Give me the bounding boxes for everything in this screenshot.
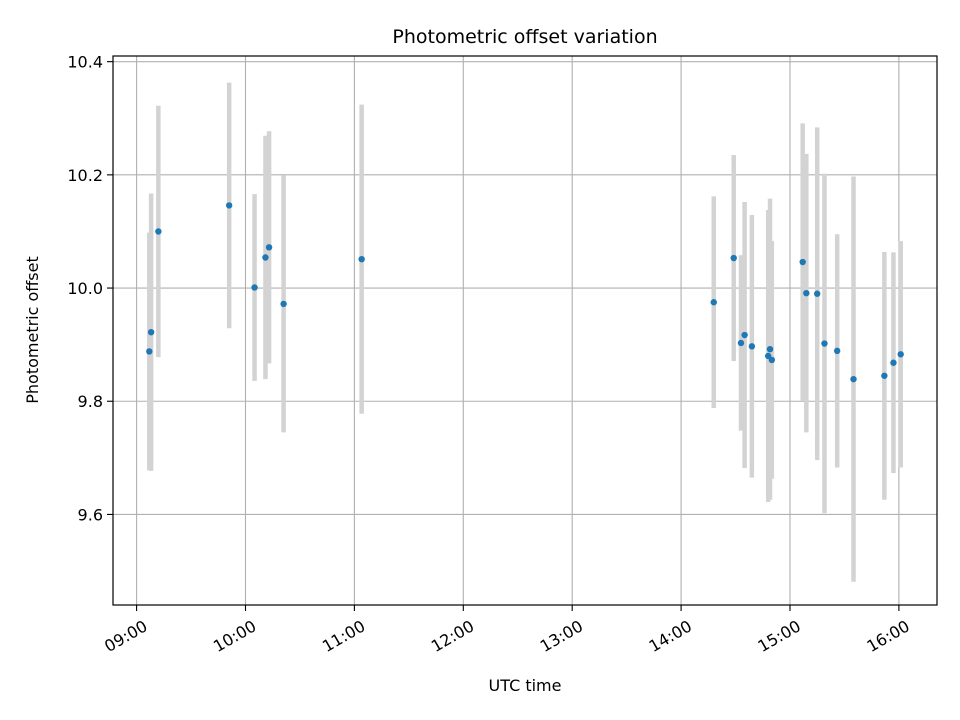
- data-point: [890, 359, 897, 366]
- y-tick-label: 9.6: [78, 505, 103, 524]
- data-point: [265, 244, 273, 251]
- data-point: [146, 348, 153, 355]
- plot-frame: [112, 55, 938, 606]
- data-point: [251, 284, 258, 291]
- data-point: [262, 254, 269, 261]
- data-point: [155, 228, 162, 235]
- data-point: [799, 258, 806, 266]
- y-tick-label: 10.2: [67, 166, 103, 185]
- y-axis-label: Photometric offset: [23, 256, 42, 404]
- data-point: [748, 343, 756, 350]
- data-point: [803, 289, 810, 297]
- data-point: [850, 375, 857, 383]
- data-point: [814, 290, 821, 297]
- data-point: [737, 339, 745, 347]
- data-point: [821, 340, 828, 347]
- data-point: [147, 328, 155, 336]
- y-tick-label: 9.8: [78, 392, 103, 411]
- data-point: [768, 356, 776, 364]
- y-tick-label: 10.0: [67, 279, 103, 298]
- y-tick-label: 10.4: [67, 53, 103, 72]
- data-point: [741, 331, 748, 339]
- y-axis: 9.6 9.8 10.0 10.2 10.4: [67, 53, 113, 524]
- data-points: [146, 202, 904, 383]
- data-point: [730, 254, 737, 262]
- data-point: [766, 345, 774, 353]
- data-point: [358, 255, 365, 263]
- data-point: [833, 347, 841, 355]
- data-point: [280, 300, 287, 308]
- x-axis-label: UTC time: [489, 676, 562, 695]
- data-point: [225, 202, 233, 209]
- grid: [113, 56, 937, 605]
- data-point: [897, 351, 904, 358]
- data-point: [881, 372, 888, 379]
- data-point: [710, 299, 717, 306]
- chart-title: Photometric offset variation: [392, 26, 657, 48]
